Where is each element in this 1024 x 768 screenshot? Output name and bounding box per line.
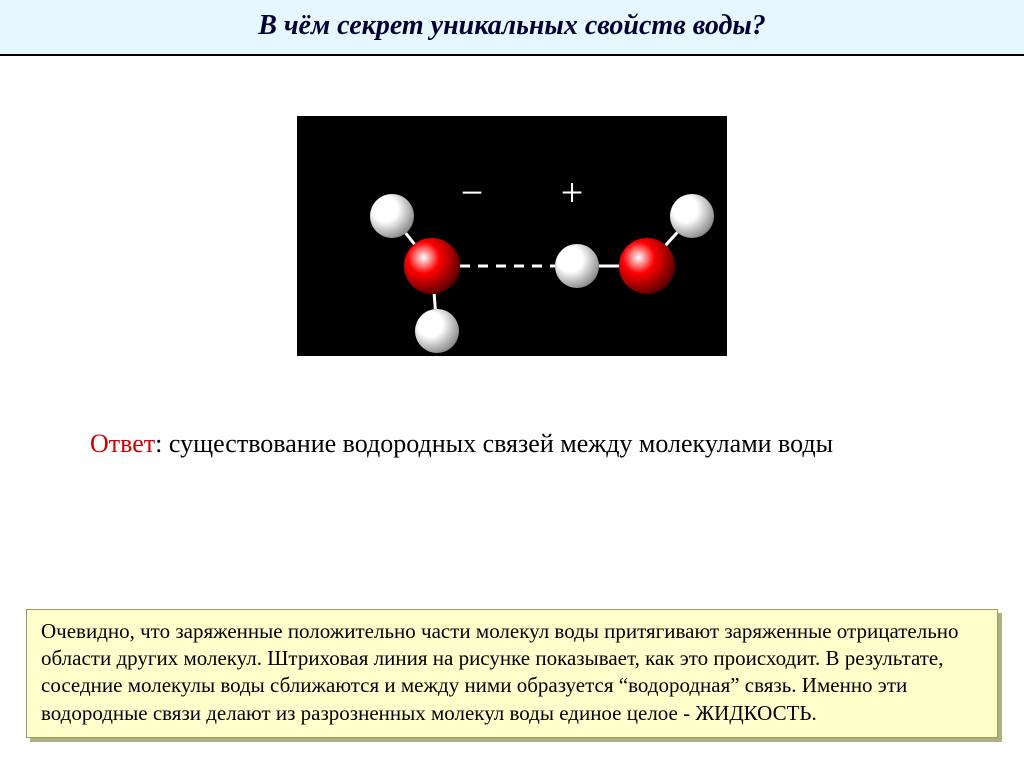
bond-line xyxy=(434,294,435,309)
charge-label: − xyxy=(461,170,484,215)
atom-H1a xyxy=(370,194,414,238)
atom-H2b xyxy=(670,194,714,238)
page-title: В чём секрет уникальных свойств воды? xyxy=(0,0,1024,56)
answer-label: Ответ xyxy=(90,429,155,458)
charge-label: + xyxy=(561,170,584,215)
atom-O1 xyxy=(404,238,460,294)
answer-text: : существование водородных связей между … xyxy=(155,429,833,458)
diagram-area: −+ xyxy=(0,116,1024,356)
atom-H2a xyxy=(555,244,599,288)
atom-H1b xyxy=(415,309,459,353)
molecule-diagram: −+ xyxy=(297,116,727,356)
explanation-box: Очевидно, что заряженные положительно ча… xyxy=(26,609,998,738)
answer-line: Ответ: существование водородных связей м… xyxy=(90,426,964,462)
atom-O2 xyxy=(619,238,675,294)
